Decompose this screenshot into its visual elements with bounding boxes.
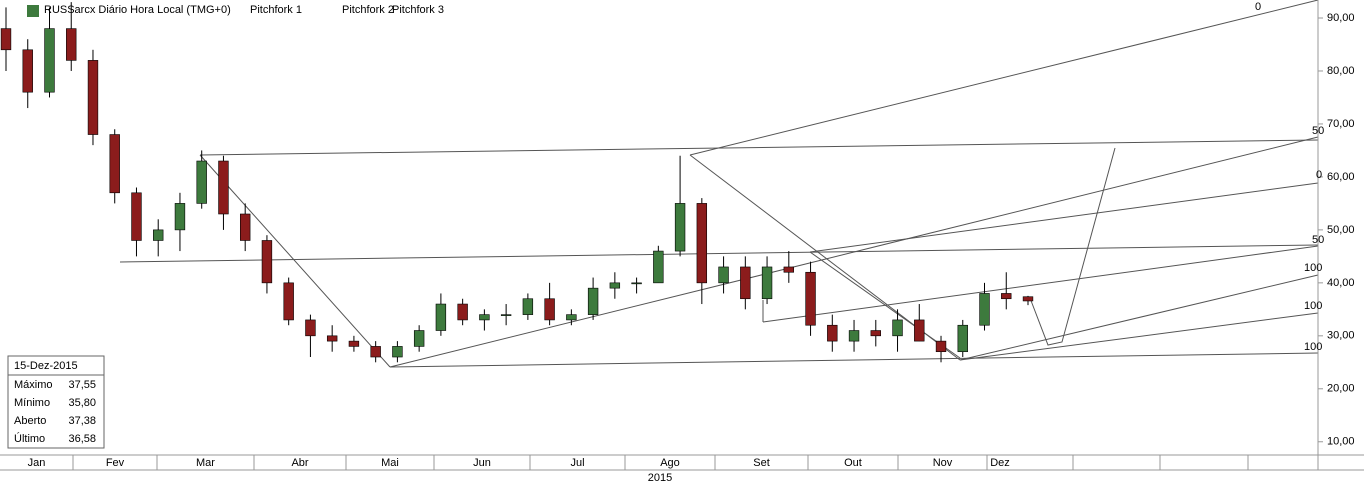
x-tick-label: Out xyxy=(844,457,862,469)
chart-title: RUSSarcx Diário Hora Local (TMG+0) xyxy=(44,4,231,16)
candle-body xyxy=(153,229,164,241)
candle-body xyxy=(696,203,708,284)
candle-body xyxy=(174,203,186,231)
icon xyxy=(27,5,39,17)
candle-body xyxy=(609,282,621,289)
x-tick-label: Mar xyxy=(196,457,215,469)
candle-body xyxy=(22,49,33,93)
candle-body xyxy=(653,250,664,284)
candle-body xyxy=(283,282,294,321)
candle-body xyxy=(740,266,751,300)
info-value: 36,58 xyxy=(68,433,96,445)
x-tick-label: Dez xyxy=(990,457,1010,469)
fork-label: 50 xyxy=(1312,234,1324,246)
candle-body xyxy=(979,293,990,326)
candle-body xyxy=(457,303,468,321)
candle-body xyxy=(957,324,968,353)
candle-body xyxy=(1022,296,1034,302)
candle-body xyxy=(435,303,447,331)
candle-body xyxy=(370,346,381,358)
fork-label: 100 xyxy=(1304,300,1322,312)
candle-body xyxy=(566,314,577,321)
y-tick-label: 40,00 xyxy=(1327,277,1355,289)
menu-item[interactable]: Pitchfork 1 xyxy=(250,4,302,16)
y-tick-label: 90,00 xyxy=(1327,12,1355,24)
candle-body xyxy=(109,134,120,194)
y-tick-label: 30,00 xyxy=(1327,330,1355,342)
x-tick-label: Set xyxy=(753,457,770,469)
info-label: Mínimo xyxy=(14,397,50,409)
menu-item[interactable]: Pitchfork 3 xyxy=(392,4,444,16)
candle-body xyxy=(413,330,425,347)
candle-body xyxy=(783,266,795,273)
candle-body xyxy=(805,271,816,326)
info-label: Último xyxy=(14,432,45,445)
candle-body xyxy=(218,160,229,215)
candle-body xyxy=(587,287,599,315)
candle-body xyxy=(479,314,490,321)
candle-body xyxy=(761,266,773,300)
candle-body xyxy=(870,330,881,337)
x-tick-label: Jul xyxy=(570,457,584,469)
info-value: 37,38 xyxy=(68,415,96,427)
fork-label: 0 xyxy=(1255,1,1261,13)
candle-body xyxy=(261,240,273,284)
x-tick-label: Fev xyxy=(106,457,125,469)
candle-body xyxy=(718,266,729,284)
candle-body xyxy=(1001,293,1012,300)
info-value: 35,80 xyxy=(68,397,96,409)
x-tick-label: Nov xyxy=(933,457,953,469)
x-tick-label: Jun xyxy=(473,457,491,469)
y-tick-label: 50,00 xyxy=(1327,224,1355,236)
fork-label: 50 xyxy=(1312,125,1324,137)
y-tick-label: 60,00 xyxy=(1327,171,1355,183)
fork-label: 0 xyxy=(1316,169,1322,181)
info-value: 37,55 xyxy=(68,379,96,391)
candle-body xyxy=(131,192,142,241)
candle-body xyxy=(196,160,207,204)
candle-body xyxy=(500,314,512,316)
y-tick-label: 10,00 xyxy=(1327,436,1355,448)
info-title: 15-Dez-2015 xyxy=(14,360,78,372)
candle-body xyxy=(827,324,838,342)
candle-body xyxy=(892,319,903,337)
fork-label: 100 xyxy=(1304,262,1322,274)
y-tick-label: 80,00 xyxy=(1327,65,1355,77)
x-tick-label: Ago xyxy=(660,457,680,469)
fork-label: 100 xyxy=(1304,341,1322,353)
candle-body xyxy=(0,28,12,51)
candle-body xyxy=(631,282,642,285)
candle-body xyxy=(326,335,338,342)
candle-body xyxy=(348,340,360,347)
year-label: 2015 xyxy=(648,472,672,484)
candle-body xyxy=(305,319,316,337)
x-tick-label: Jan xyxy=(28,457,46,469)
candle-body xyxy=(239,213,251,241)
x-tick-label: Mai xyxy=(381,457,399,469)
info-box xyxy=(7,355,105,449)
candle-body xyxy=(66,28,77,61)
candle-body xyxy=(848,330,860,342)
menu-item[interactable]: Pitchfork 2 xyxy=(342,4,394,16)
candle-body xyxy=(87,60,99,135)
y-tick-label: 20,00 xyxy=(1327,383,1355,395)
candle-body xyxy=(392,346,403,358)
info-label: Máximo xyxy=(14,379,53,391)
x-tick-label: Abr xyxy=(291,457,308,469)
info-label: Aberto xyxy=(14,415,46,427)
candle-body xyxy=(44,28,55,93)
candle-body xyxy=(544,298,555,321)
candle-body xyxy=(935,340,947,353)
candle-body xyxy=(674,203,686,252)
candle-body xyxy=(522,298,534,315)
pitchfork-lines xyxy=(119,0,1319,368)
candle-body xyxy=(914,319,925,342)
y-tick-label: 70,00 xyxy=(1327,118,1355,130)
